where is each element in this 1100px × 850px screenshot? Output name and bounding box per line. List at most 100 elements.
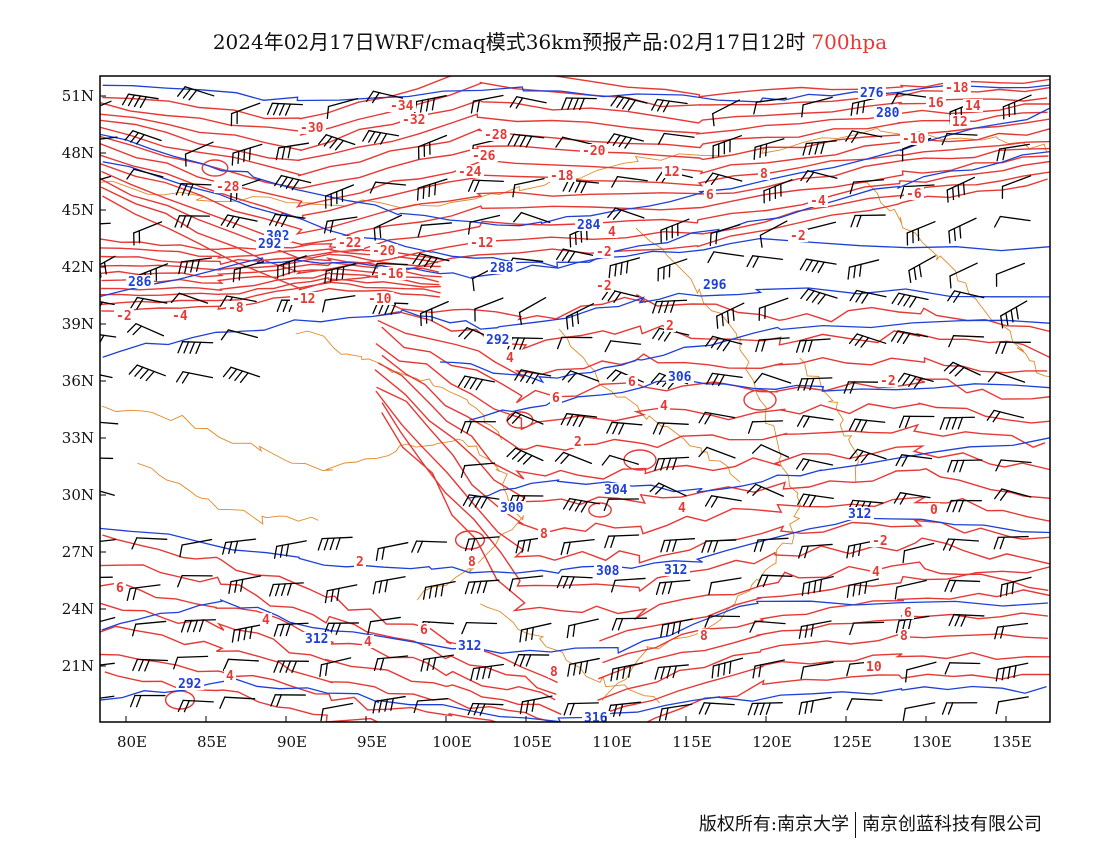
wind-barb-feather — [661, 581, 667, 595]
isotherm — [100, 581, 556, 701]
wind-barb — [135, 323, 165, 337]
label-bg — [572, 435, 584, 448]
wind-barb-feather — [891, 92, 899, 105]
wind-barb-feather — [616, 96, 625, 108]
wind-barb-feather — [279, 660, 286, 673]
contour-label: -10 — [368, 292, 392, 307]
wind-barb-feather — [372, 581, 377, 595]
wind-barb-feather — [846, 663, 851, 677]
wind-barb-feather — [721, 312, 724, 327]
wind-barb-feather — [186, 619, 193, 633]
wind-barb-feather — [849, 622, 855, 636]
wind-barb-feather — [993, 536, 999, 550]
label-bg — [594, 245, 614, 258]
border-line — [799, 357, 859, 482]
wind-barb — [569, 370, 600, 382]
label-bg — [370, 244, 398, 257]
wind-barb-feather — [895, 620, 900, 634]
wind-barb-feather — [658, 708, 663, 722]
label-bg — [256, 237, 284, 250]
border-line — [100, 127, 1048, 209]
wind-barb — [710, 224, 741, 235]
wind-barb-feather — [717, 663, 720, 678]
wind-barb — [710, 495, 742, 502]
wind-barb-feather — [855, 291, 864, 303]
wind-barb — [610, 340, 642, 345]
title-main: 2024年02月17日WRF/cmaq模式36km预报产品:02月17日12时 — [212, 30, 806, 54]
wind-barb-feather — [854, 419, 862, 432]
wind-barb — [948, 217, 977, 232]
wind-barb-feather — [658, 300, 664, 314]
wind-barb-feather — [513, 337, 520, 350]
wind-barb-feather — [614, 263, 617, 277]
wind-barb-feather — [173, 656, 179, 670]
wind-barb-feather — [473, 179, 480, 193]
contour-label: 8 — [900, 629, 908, 644]
wind-barb — [224, 696, 256, 700]
contour-label: 292 — [258, 237, 281, 252]
wind-barb — [100, 421, 119, 425]
wind-barb — [100, 222, 111, 225]
label-bg — [870, 534, 890, 547]
wind-barb-feather — [805, 259, 814, 272]
wind-barb-feather — [752, 665, 756, 679]
wind-barb-feather — [384, 698, 389, 712]
lon-tick-label: 85E — [197, 733, 227, 751]
wind-barb — [949, 662, 981, 665]
wind-barb-feather — [947, 459, 953, 473]
wind-barb-feather — [467, 221, 471, 235]
wind-barb-feather — [81, 185, 82, 197]
wind-barb — [802, 96, 833, 106]
wind-barb — [997, 622, 1029, 628]
wind-barb-feather — [177, 574, 183, 588]
lon-tick-label: 135E — [992, 733, 1032, 751]
wind-barb-feather — [362, 130, 370, 142]
wind-barb-feather — [234, 370, 244, 382]
wind-barb — [100, 301, 115, 306]
height-contour — [100, 237, 1050, 298]
wind-barb-feather — [568, 498, 577, 511]
wind-barb-feather — [1002, 147, 1007, 161]
label-bg — [488, 261, 516, 274]
wind-barb-feather — [610, 579, 616, 593]
wind-barb-feather — [952, 499, 958, 513]
wind-barb-feather — [846, 545, 850, 559]
wind-barb-feather — [232, 269, 236, 283]
wind-barb-feather — [563, 702, 569, 716]
wind-barb — [136, 364, 166, 377]
wind-barb — [516, 96, 547, 104]
wind-barb — [943, 416, 976, 419]
wind-barb-feather — [804, 545, 809, 559]
wind-barb-feather — [368, 131, 376, 143]
wind-barb-feather — [852, 583, 856, 597]
wind-barb — [277, 622, 309, 626]
wind-barb — [419, 253, 450, 262]
lon-axis: 80E 85E 90E 95E 100E 105E 110E 115E 120E 125E 130E… — [117, 716, 1032, 751]
label-bg — [864, 660, 884, 673]
wind-barb — [663, 132, 695, 138]
wind-barb-feather — [470, 667, 475, 681]
wind-barb — [763, 179, 793, 192]
wind-barb-feather — [624, 137, 633, 149]
label-bg — [550, 391, 562, 404]
wind-barb-feather — [285, 660, 292, 673]
wind-barb — [712, 135, 743, 147]
wind-barb-feather — [948, 230, 951, 244]
wind-barb — [1001, 175, 1032, 188]
wind-barb — [802, 415, 834, 421]
wind-barb — [614, 207, 645, 219]
isotherm — [100, 276, 441, 297]
wind-barb-feather — [804, 624, 809, 638]
wind-barb — [100, 136, 118, 140]
wind-barb-feather — [660, 624, 664, 638]
wind-barb-feather — [138, 658, 145, 672]
wind-barb-feather — [248, 147, 251, 161]
wind-barb-feather — [285, 623, 291, 637]
contour-label: -4 — [172, 309, 188, 324]
label-bg — [666, 370, 694, 383]
border-line — [137, 462, 319, 525]
wind-barb — [180, 183, 212, 186]
wind-barb — [851, 698, 883, 702]
contour-label: 300 — [500, 501, 524, 516]
